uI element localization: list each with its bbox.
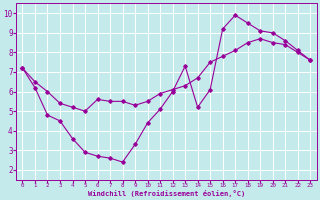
X-axis label: Windchill (Refroidissement éolien,°C): Windchill (Refroidissement éolien,°C) — [88, 190, 245, 197]
